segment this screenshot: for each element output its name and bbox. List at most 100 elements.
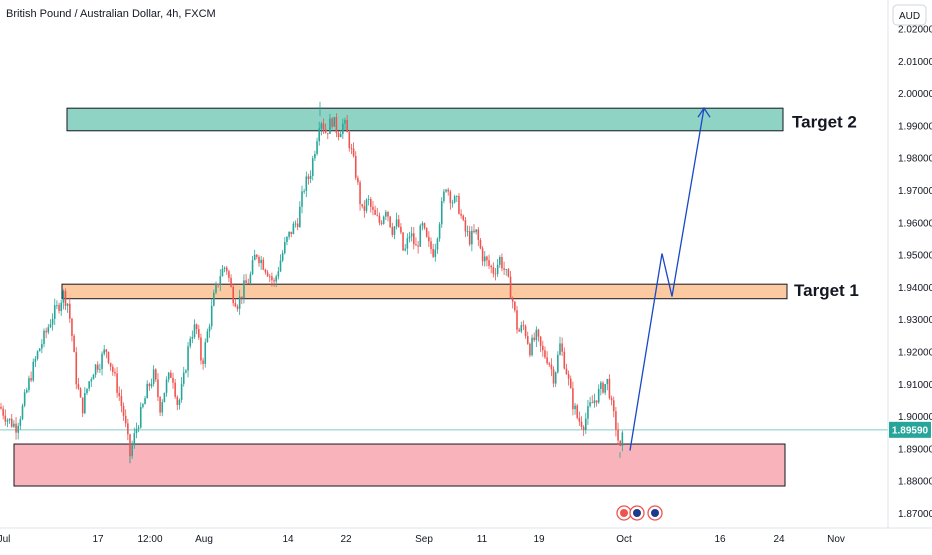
candle-body (367, 199, 370, 200)
target-2-zone[interactable] (66, 107, 784, 132)
candle-body (483, 256, 486, 262)
candle-body (150, 383, 153, 387)
candle-body (193, 324, 196, 338)
candle-body (432, 249, 434, 257)
candle-body (41, 343, 43, 349)
x-tick-label: 17 (92, 534, 104, 545)
y-tick-label: 2.02000 (898, 25, 932, 36)
candle-body (13, 423, 15, 427)
candle-body (329, 118, 331, 134)
candle-body (84, 393, 86, 414)
candle-body (228, 271, 230, 278)
candle-body (608, 378, 611, 399)
candle-body (133, 433, 136, 446)
support-zone[interactable] (13, 443, 786, 487)
candle-body (73, 335, 75, 353)
candle-body (176, 396, 179, 406)
candle-body (116, 373, 118, 393)
candle-body (574, 405, 576, 410)
candle-body (587, 406, 589, 419)
candle-body (236, 306, 239, 309)
candle-body (146, 383, 148, 399)
candle-body (529, 343, 531, 356)
candle-body (92, 374, 95, 380)
current-price-badge (889, 421, 931, 438)
candle-body (284, 242, 286, 254)
candle-body (253, 254, 256, 261)
candle-body (294, 223, 297, 225)
candle-body (539, 336, 542, 346)
candle-body (481, 248, 484, 262)
candle-body (45, 330, 47, 333)
event-icon-fill (651, 509, 659, 517)
candle-body (77, 384, 80, 389)
candle-body (30, 378, 32, 381)
candle-body (281, 253, 284, 261)
candle-body (359, 182, 361, 205)
candle-body (15, 423, 17, 433)
candle-body (292, 223, 295, 235)
candle-body (361, 204, 363, 207)
candle-body (535, 329, 538, 341)
candle-body (419, 225, 422, 247)
candle-body (178, 399, 181, 406)
candle-body (413, 233, 415, 245)
candle-body (215, 283, 217, 293)
candle-body (615, 411, 617, 430)
candle-body (440, 201, 443, 225)
candle-body (28, 378, 30, 391)
currency-badge[interactable] (892, 4, 927, 26)
candle-body (387, 211, 389, 217)
candle-body (94, 364, 97, 375)
candle-body (103, 349, 105, 354)
candle-body (337, 132, 340, 138)
y-tick-label: 1.98000 (898, 154, 932, 165)
candle-body (610, 398, 613, 401)
candle-body (69, 303, 71, 319)
candle-body (311, 158, 314, 176)
candle-body (234, 303, 237, 307)
candle-body (107, 351, 110, 363)
y-tick-label: 1.88000 (898, 477, 932, 488)
candle-body (268, 276, 271, 278)
candle-body (62, 291, 65, 303)
candle-body (374, 209, 376, 215)
candle-body (327, 132, 329, 134)
candle-body (380, 222, 383, 224)
candle-body (105, 349, 108, 352)
candle-body (576, 405, 578, 418)
candle-body (406, 238, 409, 249)
candle-body (557, 354, 559, 373)
projection-arrowhead (697, 107, 711, 118)
projection-path[interactable] (629, 108, 705, 451)
candle-body (503, 268, 505, 270)
candle-body (425, 228, 428, 237)
candle-body (365, 199, 368, 211)
candle-body (79, 388, 82, 398)
x-tick-label: Jul (0, 534, 10, 545)
candle-body (247, 283, 250, 284)
candle-body (200, 337, 202, 361)
candle-body (139, 407, 142, 428)
candle-body (604, 383, 606, 393)
candle-body (86, 388, 88, 394)
candle-body (191, 337, 194, 339)
candle-body (260, 259, 262, 264)
candle-body (206, 331, 209, 343)
x-axis-ticks: Jul 17 12:00 Aug 14 22 Sep 11 19 Oct 16 24 Nov (0, 534, 845, 545)
candle-body (499, 257, 501, 265)
candle-body (51, 318, 54, 325)
candle-body (142, 404, 144, 408)
candle-body (443, 191, 445, 202)
target-1-zone[interactable] (61, 283, 788, 300)
candle-body (404, 248, 406, 251)
candle-body (378, 215, 381, 223)
candle-body (606, 378, 609, 384)
y-tick-label: 1.94000 (898, 283, 932, 294)
current-price-label: 1.89590 (892, 425, 929, 436)
candle-body (333, 117, 336, 127)
price-scale-bg[interactable] (888, 0, 932, 528)
candle-body (585, 418, 587, 430)
